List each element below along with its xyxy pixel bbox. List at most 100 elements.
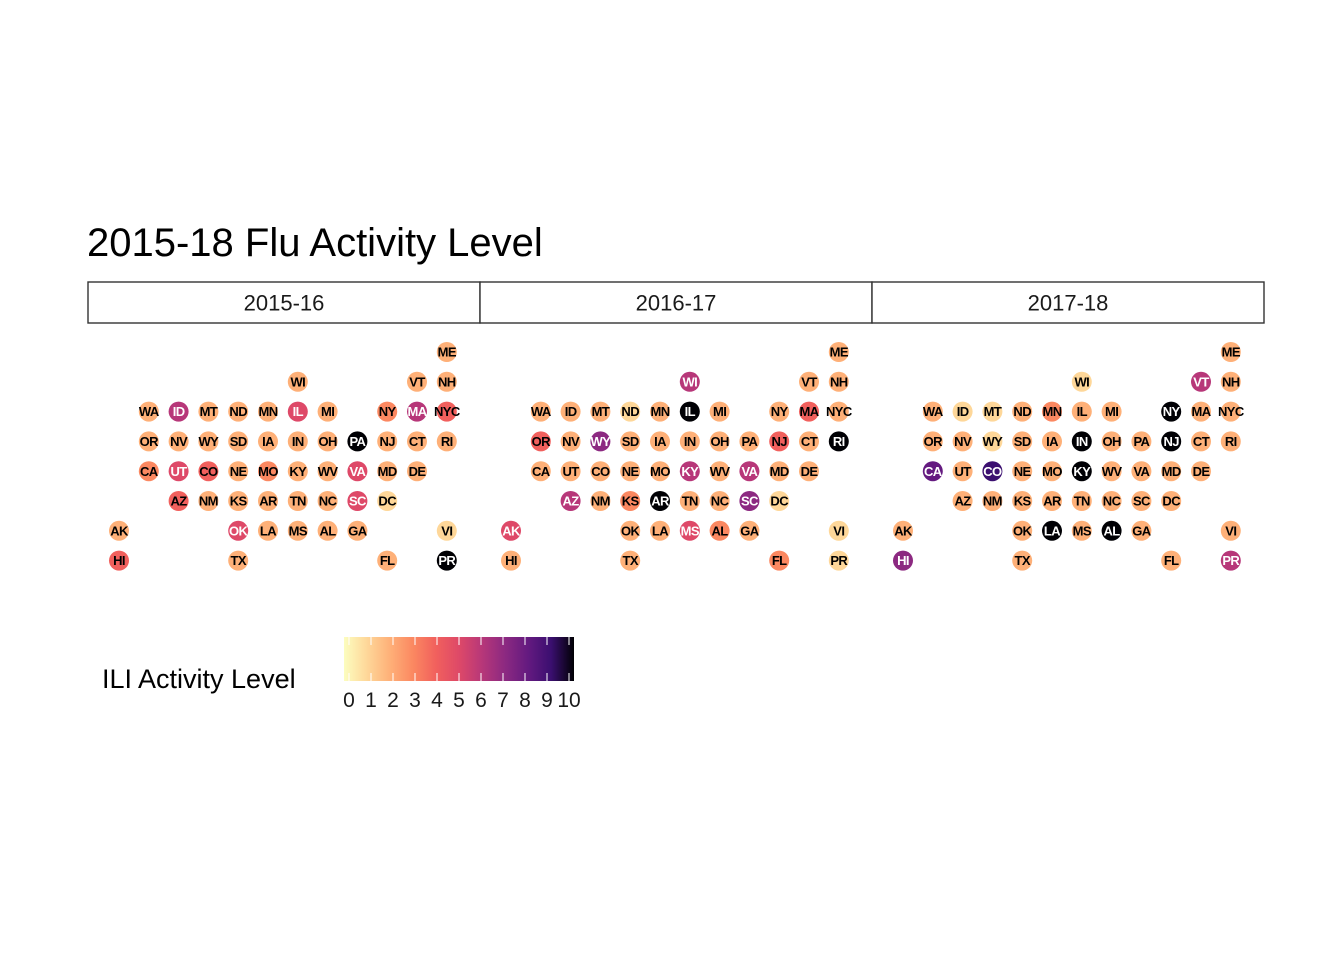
- state-label: OH: [1102, 434, 1121, 449]
- state-tile-VT: VT: [1191, 371, 1211, 392]
- state-circle: [1042, 520, 1062, 541]
- state-circle: [799, 401, 819, 422]
- state-tile-TX: TX: [228, 550, 249, 571]
- state-label: TN: [290, 494, 306, 509]
- state-label: NM: [199, 494, 218, 509]
- state-circle: [1131, 461, 1152, 482]
- state-circle: [1161, 550, 1182, 571]
- facet-strip-label: 2017-18: [1028, 291, 1109, 316]
- state-label: WA: [923, 404, 944, 419]
- state-circle: [501, 550, 521, 571]
- state-circle: [1191, 461, 1211, 482]
- state-label: WI: [1074, 374, 1089, 389]
- state-label: NYC: [434, 404, 461, 419]
- state-tile-NYC: NYC: [1218, 401, 1245, 422]
- state-circle: [1220, 520, 1241, 541]
- state-circle: [893, 550, 913, 571]
- state-circle: [739, 520, 760, 541]
- state-tile-MO: MO: [258, 461, 279, 482]
- state-label: NJ: [1163, 434, 1179, 449]
- state-tile-WY: WY: [982, 431, 1004, 452]
- state-tile-NJ: NJ: [377, 431, 398, 452]
- state-label: VT: [801, 374, 817, 389]
- state-circle: [1220, 431, 1241, 452]
- state-circle: [377, 491, 398, 511]
- state-label: OH: [318, 434, 337, 449]
- state-circle: [287, 371, 308, 392]
- state-label: PA: [349, 434, 366, 449]
- state-circle: [739, 431, 760, 452]
- state-circle: [1101, 401, 1122, 422]
- state-tile-MO: MO: [650, 461, 671, 482]
- state-label: IA: [262, 434, 275, 449]
- state-tile-IL: IL: [679, 401, 700, 422]
- facet-strip-label: 2016-17: [636, 291, 717, 316]
- state-circle: [1071, 431, 1092, 452]
- state-circle: [198, 491, 219, 511]
- state-circle: [198, 431, 219, 452]
- state-label: IL: [293, 404, 304, 419]
- state-circle: [1071, 371, 1092, 392]
- state-tile-IN: IN: [287, 431, 308, 452]
- state-tile-MT: MT: [198, 401, 219, 422]
- state-circle: [799, 461, 819, 482]
- state-circle: [679, 431, 700, 452]
- state-circle: [739, 461, 760, 482]
- state-tile-HI: HI: [501, 550, 521, 571]
- facet-panel-2017-18: 2017-18 ME WI VT NH WA ID MT ND MN IL MI NY MA NYC OR NV…: [871, 281, 1265, 571]
- state-tile-UT: UT: [560, 461, 581, 482]
- state-tile-WI: WI: [679, 371, 700, 392]
- state-circle: [228, 401, 249, 422]
- state-circle: [530, 401, 551, 422]
- state-label: DC: [378, 494, 397, 509]
- state-label: PR: [830, 553, 848, 568]
- state-label: IL: [685, 404, 696, 419]
- state-label: CA: [140, 464, 159, 479]
- state-tile-PA: PA: [739, 431, 760, 452]
- state-tile-MD: MD: [377, 461, 398, 482]
- state-circle: [436, 371, 457, 392]
- state-circle: [198, 401, 219, 422]
- state-circle: [287, 491, 308, 511]
- state-tile-VA: VA: [739, 461, 760, 482]
- state-label: NM: [983, 494, 1002, 509]
- state-circle: [347, 461, 368, 482]
- state-label: VT: [409, 374, 425, 389]
- state-label: VA: [1133, 464, 1150, 479]
- state-circle: [679, 401, 700, 422]
- state-circle: [952, 461, 973, 482]
- state-tile-ID: ID: [952, 401, 973, 422]
- state-circle: [168, 461, 189, 482]
- legend-tick-label: 1: [365, 689, 377, 712]
- state-tile-MS: MS: [679, 520, 700, 541]
- state-label: MI: [321, 404, 334, 419]
- state-label: PR: [438, 553, 456, 568]
- state-label: WY: [591, 434, 612, 449]
- state-tile-ND: ND: [620, 401, 641, 422]
- state-label: WA: [531, 404, 552, 419]
- state-circle: [436, 431, 457, 452]
- state-tile-DC: DC: [377, 491, 398, 511]
- state-circle: [769, 550, 790, 571]
- state-label: MI: [1105, 404, 1118, 419]
- state-label: IA: [1046, 434, 1059, 449]
- state-tile-NYC: NYC: [434, 401, 461, 422]
- state-label: MI: [713, 404, 726, 419]
- state-circle: [1101, 431, 1122, 452]
- state-circle: [168, 431, 189, 452]
- state-circle: [620, 491, 641, 511]
- state-label: DE: [409, 464, 427, 479]
- state-tile-DE: DE: [799, 461, 819, 482]
- state-label: FL: [380, 553, 395, 568]
- state-circle: [709, 461, 730, 482]
- state-circle: [893, 520, 913, 541]
- state-tile-ID: ID: [560, 401, 581, 422]
- state-tile-MS: MS: [1071, 520, 1092, 541]
- state-tile-CO: CO: [982, 461, 1003, 482]
- state-circle: [560, 461, 581, 482]
- state-circle: [1161, 431, 1182, 452]
- state-circle: [739, 491, 760, 511]
- state-circle: [1161, 401, 1182, 422]
- state-label: MS: [681, 523, 700, 538]
- state-tile-AR: AR: [258, 491, 279, 511]
